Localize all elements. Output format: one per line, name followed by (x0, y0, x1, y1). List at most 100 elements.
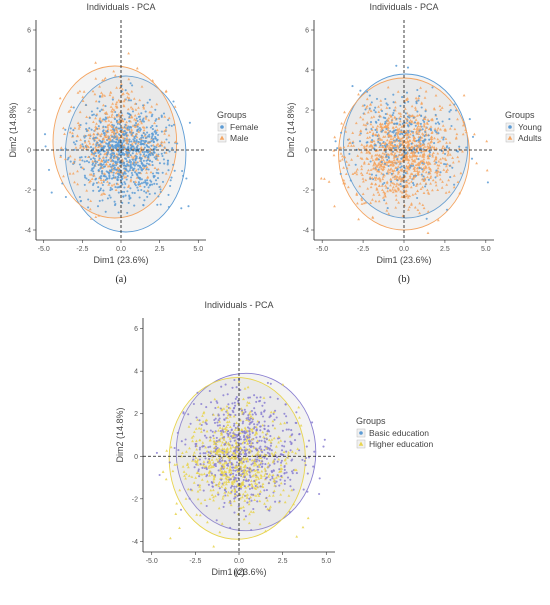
data-point (444, 163, 447, 166)
data-point (241, 480, 245, 483)
data-point (255, 485, 259, 489)
data-point (357, 217, 360, 221)
data-point (393, 169, 396, 172)
data-point (248, 396, 252, 399)
data-point (124, 89, 127, 92)
data-point (252, 493, 255, 496)
data-point (72, 141, 75, 144)
data-point (196, 497, 200, 501)
data-point (342, 166, 345, 169)
data-point (153, 151, 156, 154)
data-point (249, 410, 252, 413)
data-point (421, 132, 424, 135)
data-point (196, 391, 199, 394)
data-point (136, 173, 139, 176)
data-point (213, 418, 216, 422)
data-point (183, 474, 186, 477)
data-point (269, 505, 272, 508)
data-point (256, 500, 259, 503)
data-point (382, 190, 386, 194)
data-point (351, 85, 354, 88)
data-point (370, 182, 373, 185)
data-point (133, 155, 136, 158)
data-point (395, 132, 398, 135)
data-point (121, 126, 124, 129)
data-point (405, 180, 408, 184)
data-point (144, 117, 148, 120)
data-point (158, 473, 161, 477)
data-point (323, 438, 326, 441)
data-point (345, 160, 348, 163)
data-point (396, 90, 400, 93)
data-point (125, 91, 129, 94)
data-point (233, 511, 236, 514)
data-point (269, 382, 272, 385)
data-point (111, 125, 114, 128)
data-point (213, 397, 217, 401)
data-point (184, 497, 188, 500)
data-point (276, 397, 279, 400)
data-point (215, 445, 218, 448)
data-point (373, 161, 377, 165)
data-point (110, 177, 114, 180)
data-point (108, 172, 111, 175)
data-point (206, 453, 210, 456)
data-point (226, 393, 229, 396)
data-point (420, 149, 423, 153)
data-point (137, 115, 140, 118)
data-point (400, 165, 403, 168)
data-point (184, 438, 187, 441)
data-point (143, 146, 146, 149)
data-point (196, 489, 200, 493)
data-point (427, 156, 431, 160)
data-point (95, 114, 98, 117)
data-point (219, 430, 222, 433)
data-point (154, 179, 158, 182)
data-point (229, 413, 232, 416)
data-point (228, 478, 231, 481)
data-point (275, 480, 278, 483)
data-point (198, 422, 202, 425)
data-point (418, 113, 421, 116)
data-point (410, 157, 414, 161)
data-point (78, 195, 81, 199)
data-point (258, 456, 261, 459)
data-point (394, 175, 398, 178)
data-point (369, 177, 372, 180)
data-point (385, 209, 389, 212)
data-point (385, 163, 389, 166)
data-point (243, 453, 246, 456)
data-point (373, 109, 376, 112)
data-point (443, 163, 446, 166)
data-point (426, 231, 430, 234)
data-point (418, 201, 422, 205)
data-point (248, 487, 251, 490)
data-point (174, 150, 177, 154)
data-point (377, 193, 381, 196)
data-point (233, 487, 237, 491)
data-point (226, 493, 230, 497)
data-point (401, 143, 404, 146)
data-point (155, 171, 158, 174)
data-point (126, 185, 130, 188)
data-point (122, 195, 125, 198)
y-tick-label: 4 (305, 68, 309, 75)
data-point (282, 450, 286, 453)
data-point (254, 413, 258, 416)
data-point (398, 119, 402, 123)
data-point (61, 182, 64, 185)
data-point (437, 132, 440, 135)
data-point (116, 166, 120, 169)
data-point (171, 469, 175, 473)
legend-triangle-marker (507, 135, 513, 140)
data-point (426, 175, 429, 179)
data-point (387, 212, 391, 215)
data-point (62, 126, 65, 130)
data-point (240, 457, 243, 460)
data-point (305, 456, 308, 460)
data-point (245, 456, 249, 460)
data-point (416, 189, 419, 193)
data-point (283, 421, 286, 425)
data-point (426, 188, 429, 192)
